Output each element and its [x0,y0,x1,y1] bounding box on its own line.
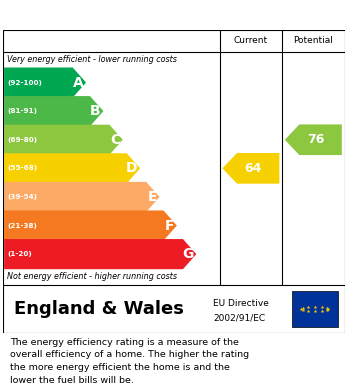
Polygon shape [4,96,103,126]
Text: (92-100): (92-100) [8,79,42,86]
Polygon shape [4,125,123,155]
Text: (39-54): (39-54) [8,194,38,200]
Polygon shape [4,239,196,269]
Text: (1-20): (1-20) [8,251,32,257]
Text: England & Wales: England & Wales [14,300,184,318]
Text: Very energy efficient - lower running costs: Very energy efficient - lower running co… [7,56,177,65]
Text: (55-68): (55-68) [8,165,38,171]
Polygon shape [4,182,160,212]
Text: B: B [90,104,101,118]
Text: The energy efficiency rating is a measure of the
overall efficiency of a home. T: The energy efficiency rating is a measur… [10,338,250,385]
Text: A: A [73,75,83,90]
Text: 76: 76 [307,133,324,146]
Text: 2002/91/EC: 2002/91/EC [213,313,265,322]
Text: E: E [147,190,157,204]
Text: 64: 64 [244,162,262,175]
Text: (21-38): (21-38) [8,222,38,228]
Text: Potential: Potential [293,36,333,45]
Polygon shape [222,153,279,184]
Text: G: G [182,247,193,261]
Text: Energy Efficiency Rating: Energy Efficiency Rating [14,7,223,23]
Text: Current: Current [234,36,268,45]
Text: C: C [110,133,120,147]
Text: (81-91): (81-91) [8,108,38,114]
Text: Not energy efficient - higher running costs: Not energy efficient - higher running co… [7,272,177,281]
Text: (69-80): (69-80) [8,137,38,143]
Bar [292,291,338,327]
Text: EU Directive: EU Directive [213,299,269,308]
Text: D: D [126,161,137,175]
Polygon shape [4,210,177,240]
Text: F: F [165,219,174,233]
Polygon shape [285,124,342,155]
Polygon shape [4,68,86,98]
Polygon shape [4,153,140,183]
